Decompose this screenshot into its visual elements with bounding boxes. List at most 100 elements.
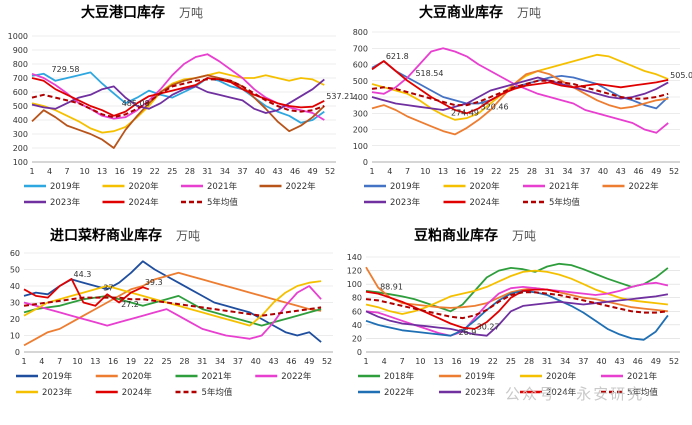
series-line-2023年 xyxy=(31,78,325,114)
legend-label: 2024年 xyxy=(546,387,577,398)
x-tick-label: 19 xyxy=(470,357,480,366)
y-tick-label: 140 xyxy=(347,253,362,262)
x-tick-label: 25 xyxy=(162,357,172,366)
y-tick-label: 0 xyxy=(15,348,20,357)
legend-label: 2022年 xyxy=(384,387,415,398)
x-tick-label: 1 xyxy=(21,357,26,366)
x-tick-label: 22 xyxy=(144,357,154,366)
series-line-2021年 xyxy=(23,295,322,327)
data-label: 27.2 xyxy=(121,300,139,309)
legend-label: 2021年 xyxy=(627,371,658,382)
x-tick-label: 37 xyxy=(233,357,243,366)
x-tick-label: 25 xyxy=(506,357,516,366)
x-tick-label: 40 xyxy=(596,357,606,366)
x-tick-label: 7 xyxy=(57,357,62,366)
y-tick-label: 1000 xyxy=(8,32,28,41)
x-tick-label: 1 xyxy=(369,167,374,176)
x-tick-label: 28 xyxy=(179,357,189,366)
x-tick-label: 52 xyxy=(322,357,332,366)
x-tick-label: 10 xyxy=(415,357,425,366)
x-tick-label: 22 xyxy=(488,357,498,366)
series-line-2022年 xyxy=(371,70,669,136)
series-line-2023年 xyxy=(23,280,322,327)
x-tick-label: 52 xyxy=(325,167,335,176)
y-tick-label: 600 xyxy=(13,88,28,97)
y-tick-label: 60 xyxy=(10,249,20,258)
x-tick-label: 16 xyxy=(115,167,125,176)
legend-label: 2021年 xyxy=(202,371,233,382)
x-tick-label: 4 xyxy=(47,167,52,176)
watermark-text: 公众号 · 永安研究 xyxy=(505,385,645,403)
x-tick-label: 34 xyxy=(560,357,570,366)
chart-panel-2: 大豆商业库存 万吨 0 100 200 300 400 500 600 700 800 1 4 7 10 13… xyxy=(353,4,692,208)
x-tick-label: 13 xyxy=(438,167,448,176)
y-tick-label: 50 xyxy=(10,266,20,275)
x-tick-label: 1 xyxy=(363,357,368,366)
x-tick-label: 16 xyxy=(456,167,466,176)
x-tick-label: 52 xyxy=(669,357,679,366)
y-tick-label: 300 xyxy=(353,109,368,118)
legend-label: 2022年 xyxy=(629,181,660,192)
series-line-2023年 xyxy=(365,293,669,337)
x-tick-label: 40 xyxy=(255,167,265,176)
chart-title: 进口菜籽商业库存 xyxy=(50,227,162,244)
data-label: 505.01 xyxy=(670,71,692,80)
legend-label: 5年均值 xyxy=(207,197,238,208)
data-label: 30.27 xyxy=(477,323,500,332)
y-tick-label: 100 xyxy=(13,158,28,167)
data-label: 88.91 xyxy=(380,283,403,292)
chart-panel-4: 豆粕商业库存 万吨 0 20 40 60 80 100 120 140 1 4 7 10 13 16 19 22 2… xyxy=(347,227,680,398)
data-label: 621.8 xyxy=(386,52,409,61)
series-line-2019年 xyxy=(31,71,325,124)
x-tick-label: 7 xyxy=(400,357,405,366)
chart-title: 大豆港口库存 xyxy=(81,4,165,21)
x-tick-label: 43 xyxy=(272,167,282,176)
y-tick-label: 800 xyxy=(353,28,368,37)
legend-label: 5年均值 xyxy=(627,387,658,398)
x-tick-label: 34 xyxy=(215,357,225,366)
legend-label: 2019年 xyxy=(42,371,73,382)
x-tick-label: 37 xyxy=(578,357,588,366)
legend-label: 2021年 xyxy=(207,181,238,192)
series-line-5年均值 xyxy=(31,78,325,119)
x-tick-label: 46 xyxy=(290,167,300,176)
legend-label: 2019年 xyxy=(465,371,496,382)
x-tick-label: 37 xyxy=(237,167,247,176)
y-tick-label: 40 xyxy=(352,321,362,330)
legend-label: 2019年 xyxy=(390,181,421,192)
y-tick-label: 100 xyxy=(353,142,368,151)
x-tick-label: 37 xyxy=(580,167,590,176)
legend-label: 2024年 xyxy=(129,197,160,208)
x-tick-label: 13 xyxy=(90,357,100,366)
legend-label: 2024年 xyxy=(470,197,501,208)
x-tick-label: 46 xyxy=(633,167,643,176)
chart-panel-1: 大豆港口库存 万吨 100 200 300 400 500 600 700 800 900 1000 1… xyxy=(8,4,355,208)
series-line-2022年 xyxy=(23,285,322,340)
series-line-2020年 xyxy=(31,71,325,134)
x-tick-label: 43 xyxy=(615,357,625,366)
y-tick-label: 0 xyxy=(363,158,368,167)
series-line-5年均值 xyxy=(23,296,322,317)
series-line-2020年 xyxy=(365,269,669,315)
series-line-2024年 xyxy=(31,77,325,117)
x-tick-label: 31 xyxy=(202,167,212,176)
y-tick-label: 500 xyxy=(353,77,368,86)
x-tick-label: 34 xyxy=(562,167,572,176)
data-label: 320.46 xyxy=(481,103,509,112)
legend-label: 2023年 xyxy=(465,387,496,398)
legend-label: 2021年 xyxy=(549,181,580,192)
y-tick-label: 30 xyxy=(10,299,20,308)
chart-panel-3: 进口菜籽商业库存 万吨 0 10 20 30 40 50 60 1 4 7 10 13 16 19 22 25 28… xyxy=(10,227,333,398)
legend-label: 2023年 xyxy=(50,197,81,208)
x-tick-label: 49 xyxy=(651,357,661,366)
data-label: 537.21 xyxy=(326,92,354,101)
x-tick-label: 28 xyxy=(524,357,534,366)
y-tick-label: 80 xyxy=(352,294,362,303)
x-tick-label: 25 xyxy=(509,167,519,176)
x-tick-label: 10 xyxy=(420,167,430,176)
x-tick-label: 49 xyxy=(304,357,314,366)
y-tick-label: 20 xyxy=(352,334,362,343)
x-tick-label: 40 xyxy=(251,357,261,366)
legend-label: 2020年 xyxy=(129,181,160,192)
